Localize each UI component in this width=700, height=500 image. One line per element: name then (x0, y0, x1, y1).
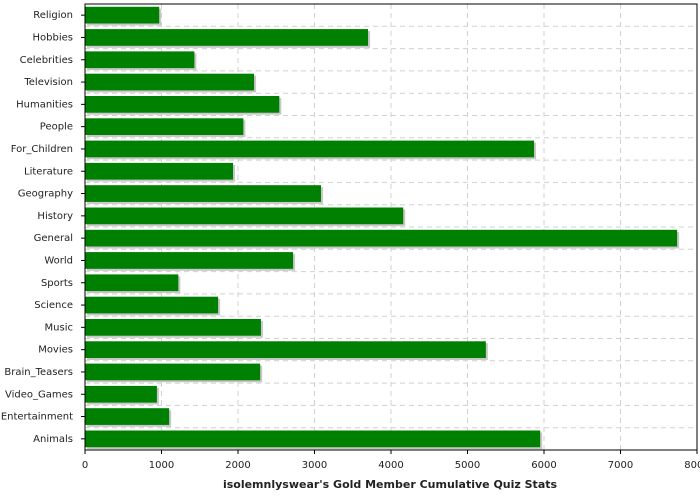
plot-frame (84, 3, 698, 451)
bar (85, 430, 541, 448)
y-tick-label: Science (34, 300, 73, 311)
x-tick-label: 5000 (455, 460, 480, 471)
y-tick-label: Animals (33, 434, 73, 445)
bar (85, 6, 160, 24)
bar (85, 162, 234, 180)
bar (85, 95, 280, 113)
x-tick-label: 0 (82, 460, 88, 471)
bar (85, 408, 170, 425)
y-tick-label: Celebrities (20, 55, 73, 66)
y-tick-label: World (44, 255, 73, 266)
x-tick-label: 2000 (225, 460, 250, 471)
x-tick-label: 7000 (608, 460, 633, 471)
x-tick-label: 3000 (302, 460, 327, 471)
y-tick-label: Video_Games (5, 389, 73, 400)
y-tick-label: Music (45, 322, 73, 333)
bar (85, 252, 294, 269)
y-tick-label: Geography (18, 189, 73, 200)
y-tick-label: Literature (24, 166, 73, 177)
chart-title: isolemnlyswear's Gold Member Cumulative … (223, 478, 558, 491)
y-tick-label: Television (23, 77, 73, 88)
x-tick-label: 6000 (531, 460, 556, 471)
x-tick-label: 1000 (149, 460, 174, 471)
bar (85, 385, 157, 403)
bar (85, 118, 244, 136)
y-tick-label: Entertainment (1, 412, 73, 423)
bar (85, 296, 219, 314)
bar (85, 341, 486, 359)
y-tick-label: People (40, 122, 73, 133)
bar (85, 318, 261, 336)
y-tick-label: For_Children (11, 144, 73, 155)
bar (85, 363, 261, 381)
y-tick-label: Hobbies (33, 32, 73, 43)
y-tick-label: General (34, 233, 73, 244)
bar (85, 140, 535, 158)
bar (85, 274, 179, 292)
bar (85, 29, 369, 46)
y-tick-label: Religion (33, 10, 73, 21)
bar (85, 51, 195, 69)
y-tick-label: Humanities (16, 99, 73, 110)
x-tick-label: 8000 (684, 460, 700, 471)
bar (85, 207, 404, 225)
bar (85, 185, 322, 202)
y-tick-label: Brain_Teasers (4, 367, 73, 378)
bar (85, 229, 678, 247)
y-tick-label: History (37, 211, 73, 222)
x-tick-label: 4000 (378, 460, 403, 471)
bar (85, 73, 255, 91)
y-tick-label: Movies (38, 345, 73, 356)
y-tick-label: Sports (41, 278, 73, 289)
